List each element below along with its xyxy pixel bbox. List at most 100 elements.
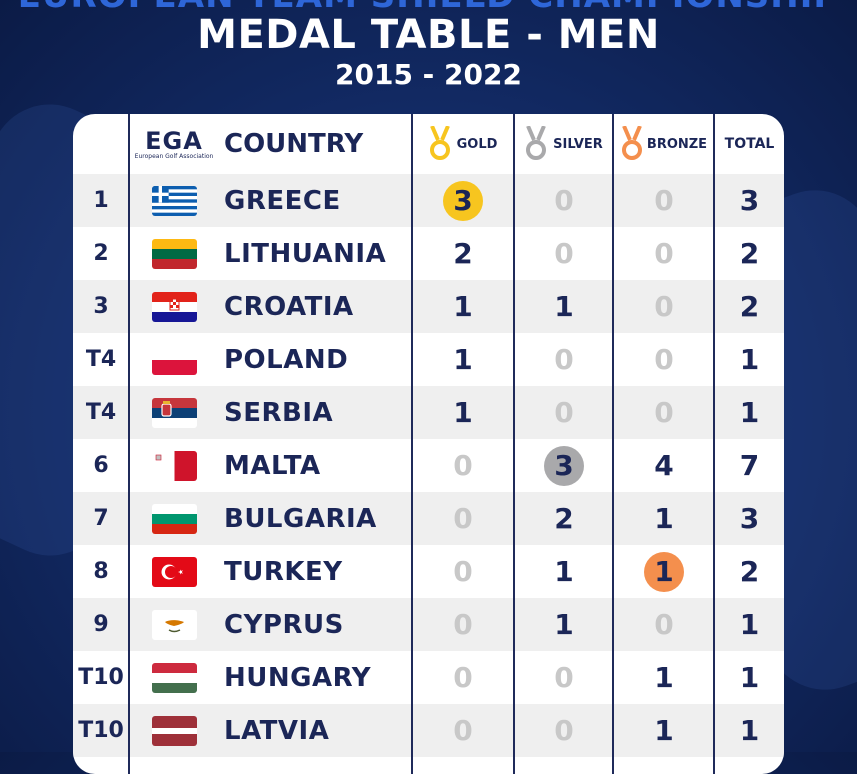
gold-count: 0 — [453, 661, 473, 694]
bronze-header-label: BRONZE — [646, 136, 708, 152]
total-count: 1 — [739, 396, 760, 429]
bronze-count-cell: 1 — [614, 492, 714, 545]
flag-cell — [129, 174, 219, 227]
turkey-flag — [151, 556, 197, 587]
bronze-count-cell: 4 — [614, 439, 714, 492]
country-name: CYPRUS — [224, 609, 344, 640]
bronze-count-cell: 0 — [614, 227, 714, 280]
bronze-count-cell: 1 — [614, 651, 714, 704]
flag-cell — [129, 598, 219, 651]
country-name: LATVIA — [224, 715, 330, 746]
gold-count: 0 — [453, 449, 473, 482]
silver-count: 0 — [554, 714, 574, 747]
croatia-flag — [151, 291, 197, 322]
total-count: 3 — [739, 502, 760, 535]
rank-cell: 2 — [93, 241, 109, 266]
silver-count-cell: 0 — [515, 227, 613, 280]
silver-count-cell: 2 — [515, 492, 613, 545]
table-row: 6 MALTA 0 3 4 7 — [73, 439, 784, 492]
table-row: T4 POLAND 1 0 0 1 — [73, 333, 784, 386]
rank-cell: 9 — [93, 612, 109, 637]
lithuania-flag — [151, 238, 197, 269]
bulgaria-flag — [151, 503, 197, 534]
greece-flag — [151, 185, 197, 216]
total-count: 1 — [739, 343, 760, 376]
rank-cell: 7 — [93, 506, 109, 531]
flag-cell — [129, 704, 219, 757]
bronze-count: 0 — [654, 290, 674, 323]
page-title: MEDAL TABLE - MEN — [197, 12, 660, 58]
country-header: COUNTRY — [224, 129, 364, 159]
gold-count: 0 — [453, 555, 473, 588]
flag-cell — [129, 651, 219, 704]
bronze-count-cell: 0 — [614, 333, 714, 386]
country-name: LITHUANIA — [224, 238, 387, 269]
silver-count: 0 — [554, 237, 574, 270]
gold-count-cell: 1 — [413, 386, 513, 439]
silver-header: SILVER — [515, 114, 613, 174]
bronze-header: BRONZE — [614, 114, 714, 174]
silver-count-cell: 0 — [515, 174, 613, 227]
table-row: 9 CYPRUS 0 1 0 1 — [73, 598, 784, 651]
flag-cell — [129, 492, 219, 545]
rank-cell: T10 — [78, 665, 124, 690]
table-row: T4 SERBIA 1 0 0 1 — [73, 386, 784, 439]
flag-cell — [129, 545, 219, 598]
bronze-count: 0 — [654, 396, 674, 429]
silver-medal-icon — [526, 126, 547, 160]
silver-count: 1 — [554, 608, 574, 641]
silver-header-label: SILVER — [553, 136, 603, 152]
table-header-row: EGA European Golf Association COUNTRY GO… — [73, 114, 784, 174]
bronze-count: 0 — [654, 184, 674, 217]
column-divider — [411, 114, 413, 774]
total-header: TOTAL — [724, 136, 775, 152]
gold-header: GOLD — [413, 114, 513, 174]
gold-count: 0 — [453, 608, 473, 641]
gold-header-label: GOLD — [456, 136, 498, 152]
bronze-count: 1 — [654, 714, 674, 747]
rank-cell: T4 — [85, 400, 117, 425]
bronze-count: 1 — [644, 551, 684, 592]
country-name: POLAND — [224, 344, 349, 375]
table-row: 8 TURKEY 0 1 1 2 — [73, 545, 784, 598]
column-divider — [612, 114, 614, 774]
ega-logo: EGA European Golf Association — [129, 114, 219, 174]
gold-count: 0 — [453, 714, 473, 747]
total-count: 2 — [739, 290, 760, 323]
flag-cell — [129, 439, 219, 492]
rank-cell: 3 — [93, 294, 109, 319]
table-row: 2 LITHUANIA 2 0 0 2 — [73, 227, 784, 280]
gold-count-cell: 0 — [413, 598, 513, 651]
bronze-count: 0 — [654, 237, 674, 270]
silver-count: 0 — [554, 184, 574, 217]
gold-count-cell: 1 — [413, 333, 513, 386]
bronze-count: 1 — [654, 661, 674, 694]
rank-cell: 8 — [93, 559, 109, 584]
silver-count-cell: 1 — [515, 598, 613, 651]
bronze-count-cell: 0 — [614, 174, 714, 227]
silver-count: 1 — [554, 555, 574, 588]
bronze-count-cell: 1 — [614, 545, 714, 598]
country-name: MALTA — [224, 450, 321, 481]
column-divider — [513, 114, 515, 774]
gold-count-cell: 0 — [413, 704, 513, 757]
total-count: 1 — [739, 714, 760, 747]
bronze-count-cell: 0 — [614, 386, 714, 439]
bronze-medal-icon — [621, 126, 642, 160]
gold-count-cell: 1 — [413, 280, 513, 333]
bronze-count: 1 — [654, 502, 674, 535]
gold-count: 3 — [443, 180, 483, 221]
latvia-flag — [151, 715, 197, 746]
flag-cell — [129, 227, 219, 280]
gold-count-cell: 0 — [413, 651, 513, 704]
hungary-flag — [151, 662, 197, 693]
total-count: 2 — [739, 555, 760, 588]
column-divider — [128, 114, 130, 774]
gold-count: 0 — [453, 502, 473, 535]
silver-count-cell: 1 — [515, 545, 613, 598]
gold-count-cell: 2 — [413, 227, 513, 280]
gold-count-cell: 0 — [413, 492, 513, 545]
silver-count-cell: 0 — [515, 651, 613, 704]
country-name: CROATIA — [224, 291, 354, 322]
gold-count: 1 — [453, 343, 473, 376]
